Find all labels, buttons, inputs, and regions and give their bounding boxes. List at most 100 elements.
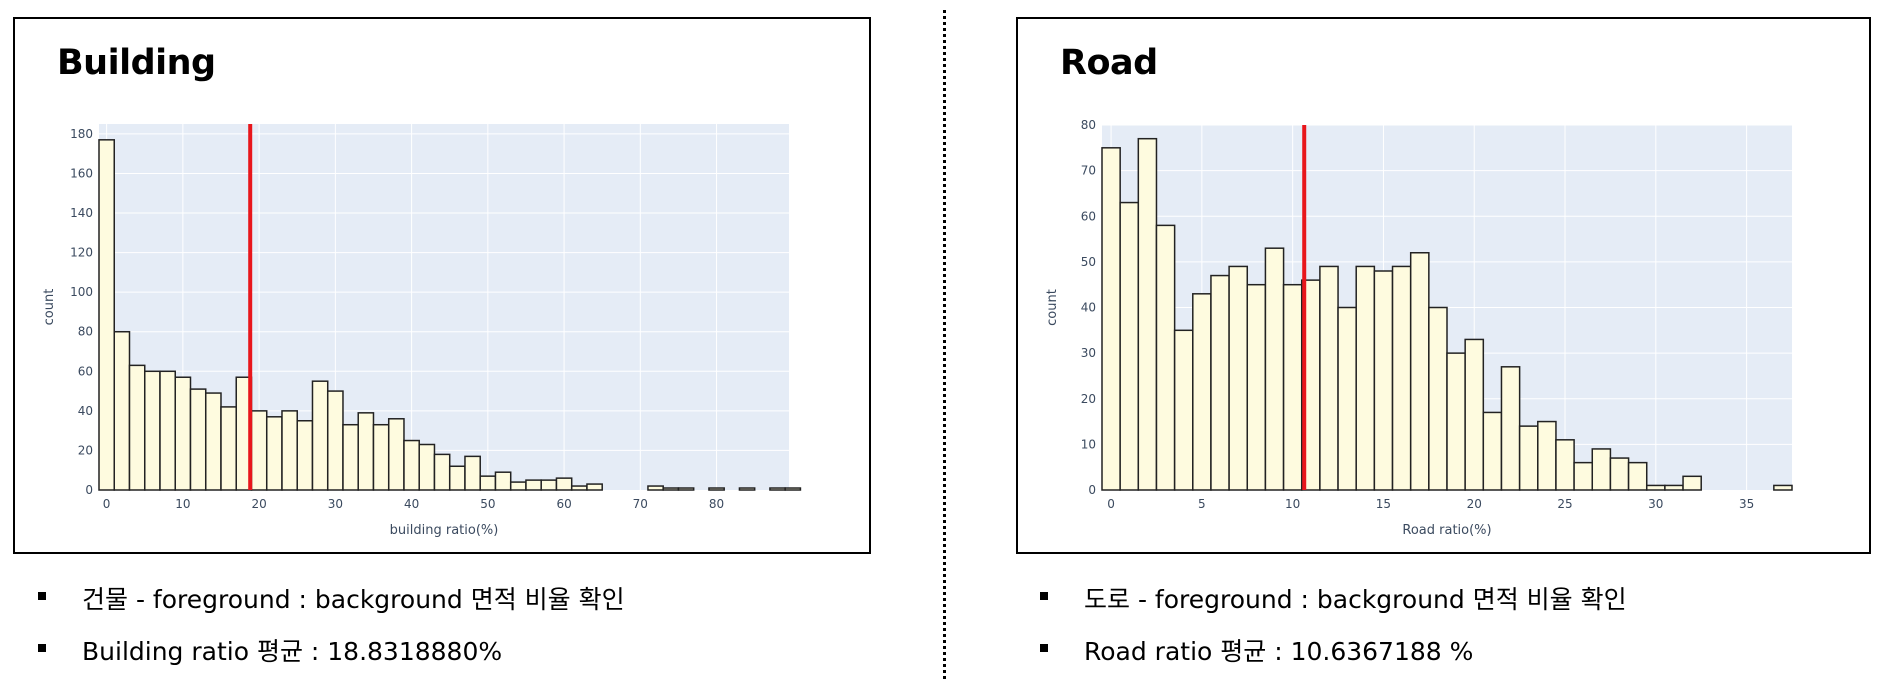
- y-tick-label: 20: [78, 443, 93, 457]
- histogram-bar: [342, 423, 359, 491]
- histogram-bar: [418, 443, 436, 491]
- histogram-bar: [1446, 352, 1466, 491]
- histogram-bar: [204, 392, 222, 491]
- histogram-bar: [1282, 283, 1303, 491]
- x-tick-label: 5: [1198, 497, 1206, 511]
- histogram-bar: [159, 370, 176, 491]
- histogram-bar: [1664, 484, 1684, 491]
- bullet-text: 건물 - foreground : background 면적 비율 확인: [82, 585, 625, 614]
- histogram-bar: [1500, 366, 1521, 491]
- bullet-icon: [38, 644, 46, 652]
- histogram-bar: [448, 465, 466, 491]
- histogram-bar: [1101, 147, 1121, 491]
- histogram-bar: [128, 364, 146, 491]
- histogram-bar: [281, 410, 298, 491]
- histogram-bar: [265, 416, 283, 491]
- histogram-bar: [387, 418, 405, 491]
- histogram-bar: [1337, 306, 1357, 491]
- histogram-bar: [98, 139, 115, 491]
- y-tick-label: 30: [1081, 346, 1096, 360]
- y-tick-label: 20: [1081, 392, 1096, 406]
- histogram-bar: [372, 423, 390, 491]
- y-axis-label: count: [42, 289, 57, 326]
- histogram-bar: [1409, 252, 1430, 491]
- x-tick-label: 40: [404, 497, 419, 511]
- histogram-bar: [1137, 137, 1158, 491]
- histogram-bar: [357, 412, 375, 491]
- bullet-icon: [1040, 644, 1048, 652]
- histogram-bar: [113, 330, 131, 491]
- histogram-bar: [250, 410, 268, 491]
- y-tick-label: 60: [1081, 209, 1096, 223]
- y-tick-label: 140: [70, 206, 93, 220]
- histogram-bar: [1192, 293, 1212, 491]
- histogram-bar: [1319, 265, 1339, 491]
- histogram-bar: [1537, 420, 1557, 491]
- x-tick-label: 30: [328, 497, 343, 511]
- histogram-bar: [464, 455, 481, 491]
- bullet-text: Building ratio 평균 : 18.8318880%: [82, 637, 503, 666]
- y-tick-label: 180: [70, 127, 93, 141]
- histogram-bar: [1645, 484, 1666, 491]
- x-tick-label: 50: [480, 497, 495, 511]
- histogram-bar: [403, 439, 420, 491]
- histogram-bar: [1391, 265, 1412, 491]
- histogram-bar: [738, 487, 756, 491]
- histogram-bar: [1773, 484, 1793, 491]
- x-tick-label: 0: [103, 497, 111, 511]
- histogram-bar: [570, 485, 588, 491]
- histogram-bar: [1119, 201, 1140, 491]
- histogram-bar: [708, 487, 725, 491]
- histogram-bar: [1464, 338, 1485, 491]
- histogram-bar: [647, 485, 664, 491]
- histogram-bar: [1173, 329, 1194, 491]
- histogram-bar: [1518, 425, 1539, 491]
- x-axis-label: building ratio(%): [390, 523, 499, 538]
- building-chart-panel: Building 0 20 40 60 80 100 120 140 160 180 0 10 20 30…: [13, 17, 871, 554]
- histogram-bar: [1264, 247, 1285, 491]
- x-tick-label: 80: [709, 497, 724, 511]
- histogram-bar: [784, 487, 802, 491]
- x-tick-label: 10: [175, 497, 190, 511]
- histogram-bar: [1246, 283, 1267, 491]
- histogram-bar: [540, 479, 558, 491]
- dotted-divider: [943, 10, 946, 679]
- x-tick-label: 10: [1285, 497, 1300, 511]
- y-tick-label: 160: [70, 166, 93, 180]
- y-tick-label: 120: [70, 246, 93, 260]
- histogram-bar: [662, 487, 680, 491]
- building-histogram: 0 20 40 60 80 100 120 140 160 180 0 10 20 30 40 50 60 70 8…: [42, 124, 802, 538]
- histogram-bar: [433, 453, 451, 491]
- histogram-bar: [1373, 270, 1394, 491]
- y-tick-label: 50: [1081, 255, 1096, 269]
- x-tick-label: 0: [1107, 497, 1115, 511]
- bullet-text: 도로 - foreground : background 면적 비율 확인: [1084, 585, 1627, 614]
- histogram-bar: [1573, 461, 1594, 491]
- bullet-icon: [1040, 592, 1048, 600]
- histogram-bar: [220, 406, 237, 491]
- road-histogram: 0 10 20 30 40 50 60 70 80 0 5 10 15 20 25 30 35 Road rati…: [1045, 118, 1793, 538]
- histogram-bar: [1482, 411, 1503, 491]
- histogram-bar: [1155, 224, 1176, 491]
- histogram-bar: [1555, 439, 1575, 491]
- histogram-bar: [555, 477, 573, 491]
- x-tick-label: 30: [1648, 497, 1663, 511]
- y-tick-label: 70: [1081, 164, 1096, 178]
- x-tick-label: 15: [1376, 497, 1391, 511]
- panel-title: Building: [57, 43, 216, 83]
- y-tick-label: 40: [78, 404, 93, 418]
- histogram-bar: [189, 388, 207, 491]
- x-tick-label: 70: [633, 497, 648, 511]
- x-axis-label: Road ratio(%): [1402, 523, 1491, 538]
- histogram-bar: [509, 481, 527, 491]
- histogram-bar: [1682, 475, 1702, 491]
- histogram-bar: [769, 487, 786, 491]
- panel-title: Road: [1060, 43, 1158, 83]
- histogram-bar: [296, 420, 314, 491]
- histogram-bar: [1228, 265, 1249, 491]
- histogram-bar: [494, 471, 512, 491]
- x-tick-label: 20: [1467, 497, 1482, 511]
- histogram-bar: [1627, 461, 1648, 491]
- histogram-bar: [1210, 274, 1230, 491]
- y-tick-label: 80: [78, 325, 93, 339]
